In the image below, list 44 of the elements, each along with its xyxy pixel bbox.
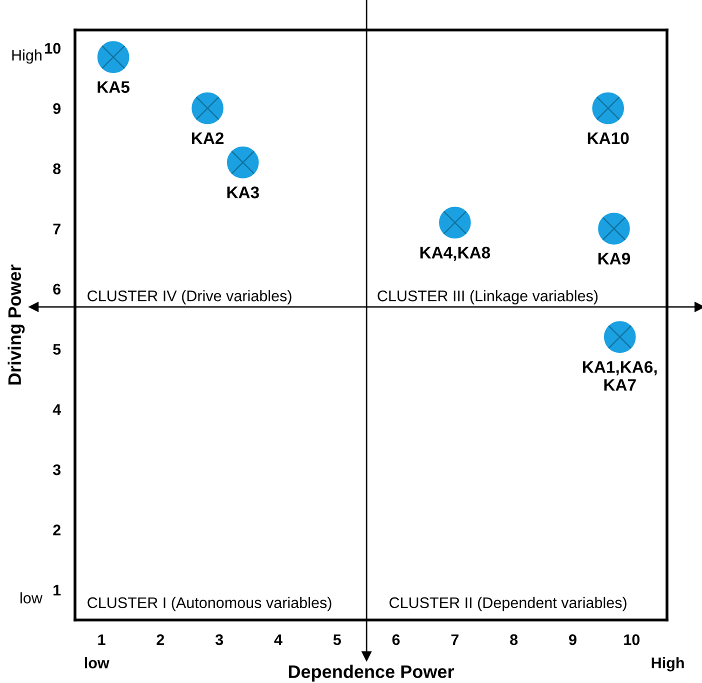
x-tick-label: 8 [510, 634, 518, 646]
annotation: KA9 [598, 252, 630, 265]
y-tick-label: 6 [53, 284, 61, 295]
text: High [12, 49, 42, 64]
annotation: CLUSTER II (Dependent variables) [390, 596, 626, 612]
annotation: CLUSTER III (Linkage variables) [378, 290, 598, 304]
point [192, 92, 224, 124]
point [592, 92, 624, 124]
y-tick-label: 5 [53, 344, 61, 355]
point [97, 41, 130, 73]
annotation: CLUSTER IV (Drive variables) [88, 290, 292, 304]
annotation: KA5 [98, 81, 130, 93]
x-tick-label: 1 [98, 634, 106, 645]
annotation: KA1,KA6, KA7 [583, 361, 657, 391]
x-tick-label: 3 [215, 634, 224, 646]
x-tick-label: 2 [156, 634, 164, 645]
y-tick-label: 10 [45, 42, 60, 54]
text: High [652, 657, 684, 672]
y-tick-label: 7 [53, 224, 60, 234]
y-tick-label: 1 [54, 584, 61, 596]
y-tick-label: 8 [53, 163, 61, 174]
y-tick-label: 3 [52, 464, 61, 476]
point [598, 212, 630, 245]
x-tick-label: 9 [569, 634, 576, 646]
x-tick-label: 6 [392, 634, 400, 646]
x-tick-label: 4 [274, 634, 282, 645]
annotation: KA4,KA8 [420, 246, 490, 261]
x-axis-title: Dependence Power [288, 664, 454, 682]
y-axis-title: Driving Power [8, 264, 25, 384]
x-tick-label: 10 [624, 634, 640, 646]
x-tick-label: 5 [333, 634, 341, 646]
text: low [84, 657, 110, 668]
point [226, 146, 259, 178]
point [439, 206, 471, 239]
point [604, 321, 636, 353]
annotation: KA2 [192, 132, 224, 144]
annotation: KA10 [588, 132, 629, 144]
x-tick-label: 7 [451, 634, 459, 645]
annotation: KA3 [227, 186, 259, 198]
annotation: CLUSTER I (Autonomous variables) [88, 596, 332, 612]
y-tick-label: 4 [52, 404, 62, 415]
text: low [20, 592, 42, 604]
y-tick-label: 2 [53, 524, 60, 536]
y-tick-label: 9 [53, 103, 61, 114]
